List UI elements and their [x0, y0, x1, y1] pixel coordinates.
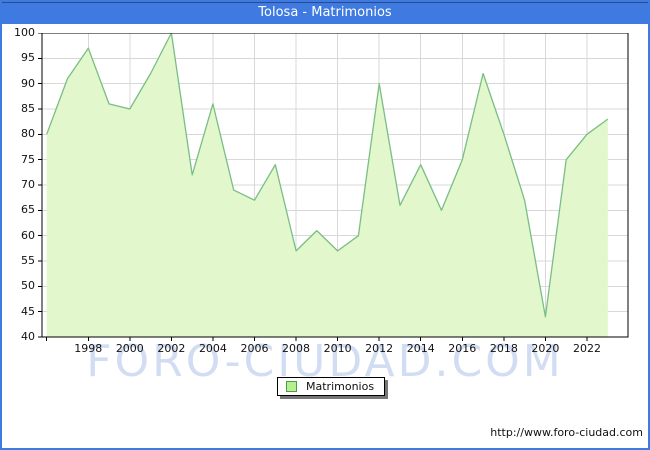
y-tick-label: 80 — [21, 127, 35, 141]
x-tick-label: 2002 — [157, 342, 186, 355]
x-tick-label: 1998 — [74, 342, 103, 355]
source-url: http://www.foro-ciudad.com — [490, 426, 643, 439]
x-tick-label: 2016 — [448, 342, 477, 355]
x-tick-label: 2004 — [198, 342, 227, 355]
y-tick-label: 100 — [14, 26, 35, 39]
x-tick-label: 2000 — [115, 342, 144, 355]
x-tick-label: 2020 — [531, 342, 560, 355]
x-tick-label: 2014 — [406, 342, 435, 355]
legend-label: Matrimonios — [306, 380, 375, 393]
x-tick-label: 2018 — [489, 342, 518, 355]
data-line — [46, 33, 609, 318]
chart-title: Tolosa - Matrimonios — [258, 5, 392, 20]
y-tick-label: 65 — [21, 203, 35, 217]
y-tick-label: 55 — [21, 254, 35, 267]
title-bar: Tolosa - Matrimonios — [2, 2, 648, 24]
y-tick-label: 85 — [21, 102, 35, 115]
y-tick-label: 40 — [21, 330, 35, 343]
y-tick-label: 95 — [21, 51, 35, 65]
y-tick-label: 45 — [21, 304, 35, 318]
y-tick-label: 75 — [21, 152, 35, 166]
legend-swatch-icon — [286, 381, 297, 392]
legend-box: Matrimonios — [277, 377, 386, 396]
y-tick-label: 90 — [21, 76, 35, 90]
area-fill — [46, 33, 608, 337]
y-tick-label: 70 — [21, 178, 35, 191]
x-tick-label: 2010 — [323, 342, 352, 355]
y-tick-label: 50 — [21, 279, 35, 293]
y-tick-label: 60 — [21, 228, 35, 242]
x-tick-label: 2012 — [365, 342, 394, 355]
x-tick-label: 2022 — [572, 342, 601, 355]
x-tick-label: 2008 — [282, 342, 311, 355]
chart-svg — [38, 33, 629, 341]
x-tick-label: 2006 — [240, 342, 269, 355]
